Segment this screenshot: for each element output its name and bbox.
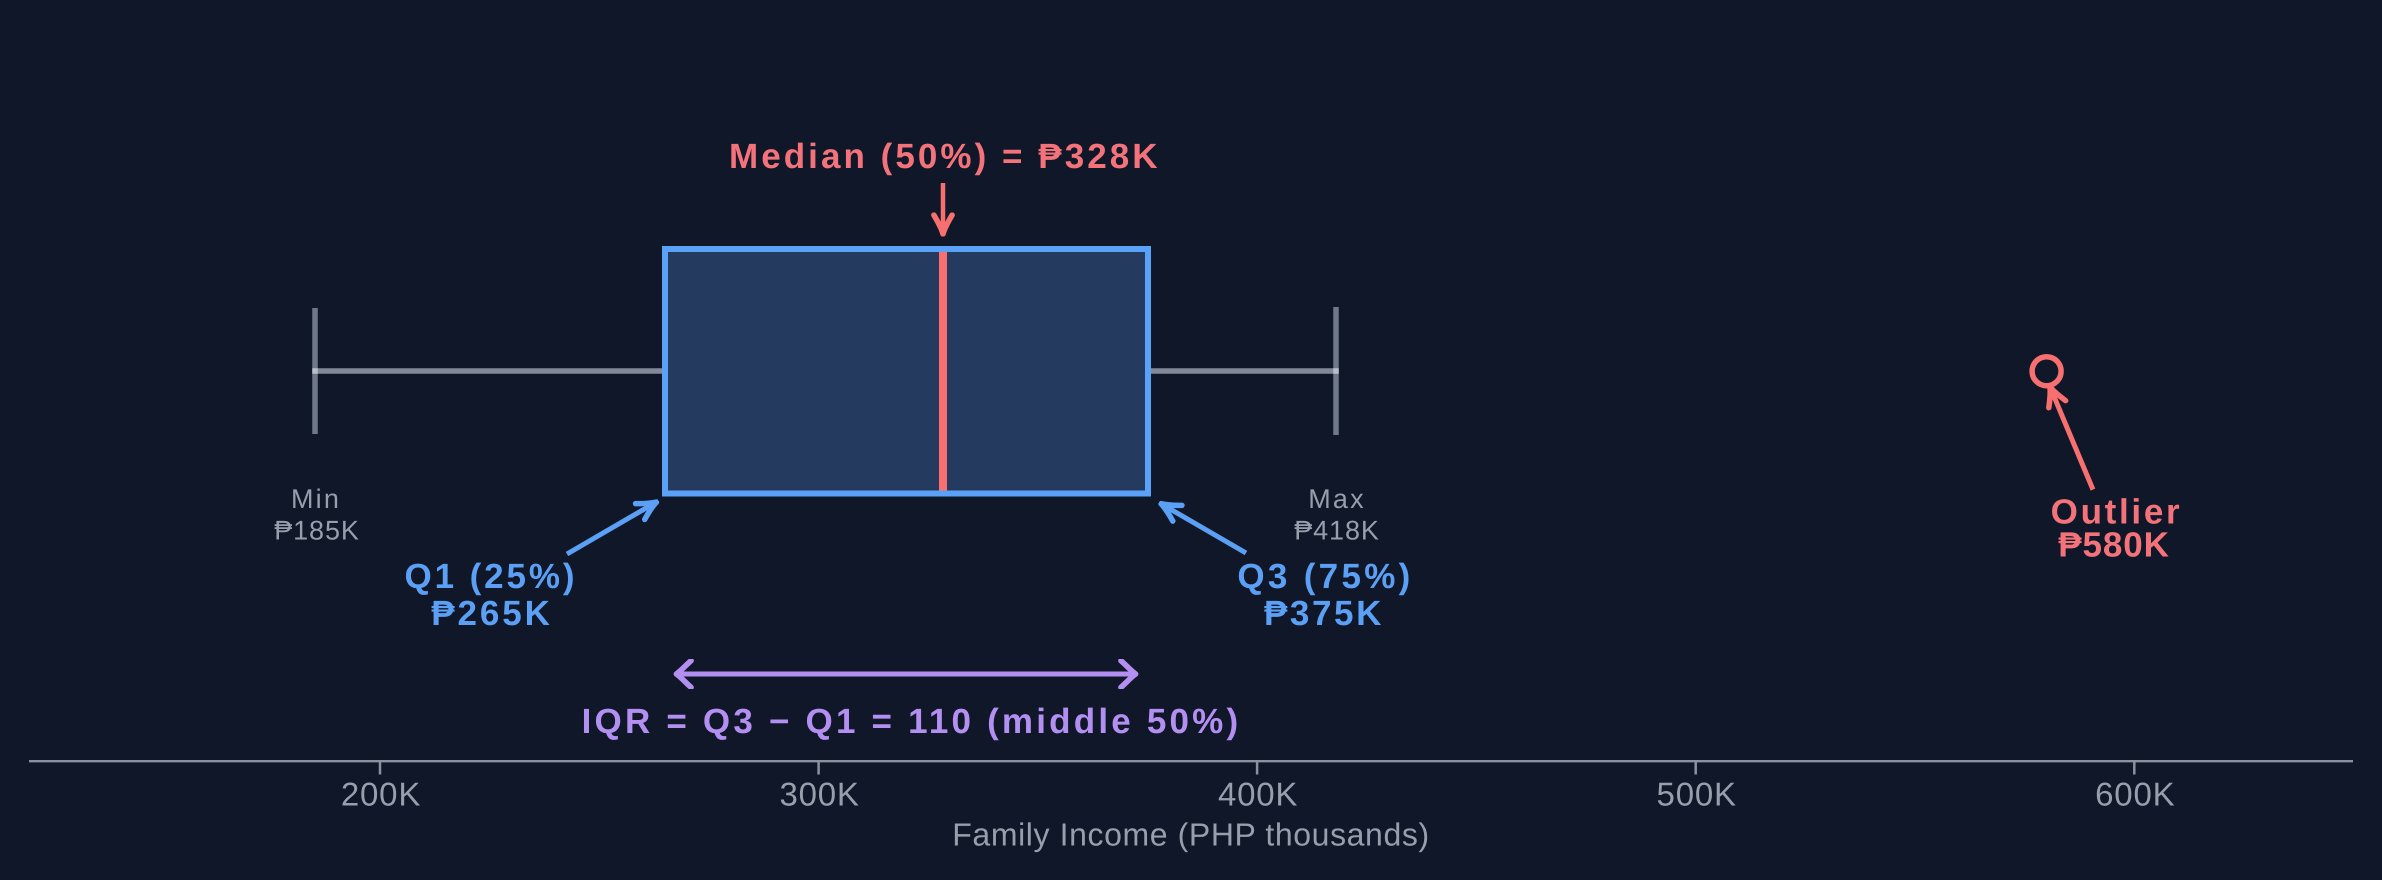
svg-text:300K: 300K (779, 776, 859, 813)
svg-text:500K: 500K (1657, 776, 1737, 813)
svg-text:Family Income (PHP thousands): Family Income (PHP thousands) (952, 817, 1429, 853)
svg-text:Q3 (75%): Q3 (75%) (1237, 557, 1413, 596)
svg-text:Min: Min (291, 484, 341, 514)
svg-text:₱418K: ₱418K (1294, 516, 1380, 546)
svg-text:Max: Max (1308, 484, 1366, 514)
svg-text:400K: 400K (1218, 776, 1298, 813)
svg-text:₱185K: ₱185K (274, 516, 360, 546)
svg-text:600K: 600K (2095, 776, 2175, 813)
svg-text:Median (50%) = ₱328K: Median (50%) = ₱328K (729, 137, 1161, 176)
svg-text:Q1 (25%): Q1 (25%) (405, 557, 578, 596)
svg-text:₱375K: ₱375K (1264, 594, 1384, 633)
svg-text:Outlier: Outlier (2051, 493, 2183, 532)
svg-text:₱580K: ₱580K (2058, 526, 2170, 565)
svg-text:₱265K: ₱265K (431, 594, 553, 633)
svg-text:IQR = Q3 − Q1 = 110 (middle 50: IQR = Q3 − Q1 = 110 (middle 50%) (582, 702, 1242, 741)
svg-text:200K: 200K (341, 776, 421, 813)
